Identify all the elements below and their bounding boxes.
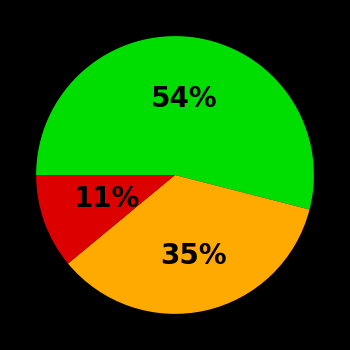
- Text: 11%: 11%: [74, 186, 140, 214]
- Wedge shape: [36, 175, 175, 264]
- Wedge shape: [68, 175, 309, 314]
- Text: 54%: 54%: [151, 85, 218, 113]
- Wedge shape: [36, 36, 314, 210]
- Text: 35%: 35%: [160, 242, 226, 270]
